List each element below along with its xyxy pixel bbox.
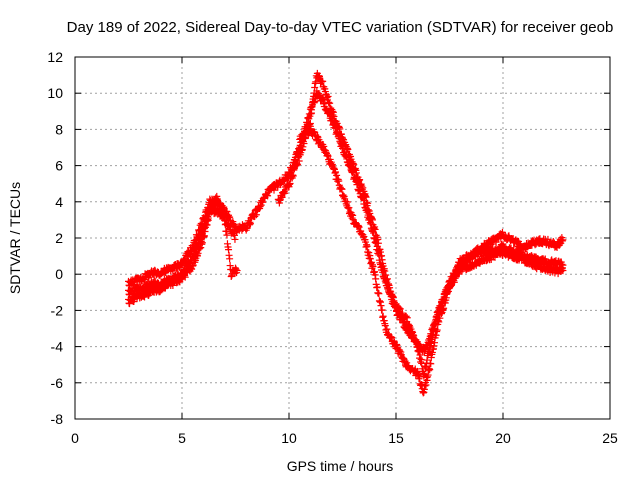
data-point — [233, 267, 241, 275]
data-point — [559, 236, 567, 244]
x-tick-label: 15 — [388, 430, 404, 446]
data-point — [440, 304, 448, 312]
y-tick-label: 8 — [55, 121, 63, 137]
y-tick-label: -8 — [51, 411, 64, 427]
grid — [75, 57, 610, 419]
series-track-b — [125, 69, 567, 380]
data-point — [378, 306, 386, 314]
data-point — [307, 109, 315, 117]
x-axis-label: GPS time / hours — [287, 458, 394, 474]
data-point — [289, 172, 297, 180]
data-point — [338, 185, 346, 193]
data-point — [294, 160, 302, 168]
y-tick-label: 6 — [55, 158, 63, 174]
data-point — [221, 221, 229, 229]
data-point — [226, 255, 234, 263]
data-point — [374, 239, 382, 247]
x-tick-label: 10 — [281, 430, 297, 446]
data-point — [426, 366, 434, 374]
chart-title: Day 189 of 2022, Sidereal Day-to-day VTE… — [67, 19, 614, 36]
y-tick-label: 4 — [55, 194, 63, 210]
data-point — [416, 351, 424, 359]
x-tick-label: 0 — [71, 430, 79, 446]
data-point — [324, 92, 332, 100]
data-point — [295, 157, 303, 165]
data-point — [427, 360, 435, 368]
y-tick-label: 0 — [55, 266, 63, 282]
y-tick-label: -4 — [51, 339, 64, 355]
y-tick-label: 10 — [47, 85, 63, 101]
data-point — [223, 231, 231, 239]
data-point — [312, 78, 320, 86]
data-point — [197, 244, 205, 252]
series-track-c — [125, 122, 567, 397]
data-point — [198, 239, 206, 247]
y-tick-label: 12 — [47, 49, 63, 65]
x-tick-label: 25 — [602, 430, 618, 446]
data-point — [264, 192, 272, 200]
data-point — [396, 305, 404, 313]
data-point — [403, 314, 411, 322]
data-point — [435, 318, 443, 326]
data-point — [309, 101, 317, 109]
x-tick-label: 20 — [495, 430, 511, 446]
data-points — [125, 69, 567, 397]
y-tick-label: 2 — [55, 230, 63, 246]
data-point — [281, 189, 289, 197]
data-point — [415, 348, 423, 356]
data-point — [181, 273, 189, 281]
y-tick-label: -2 — [51, 302, 64, 318]
data-point — [231, 235, 239, 243]
data-point — [559, 267, 567, 275]
data-point — [332, 168, 340, 176]
data-point — [326, 99, 334, 107]
data-point — [371, 225, 379, 233]
data-point — [416, 373, 424, 381]
y-tick-label: -6 — [51, 375, 64, 391]
series-track-a — [125, 87, 567, 356]
data-point — [436, 314, 444, 322]
y-axis-label: SDTVAR / TECUs — [7, 182, 23, 294]
data-point — [359, 184, 367, 192]
data-point — [422, 381, 430, 389]
data-point — [375, 290, 383, 298]
x-tick-label: 5 — [178, 430, 186, 446]
data-point — [364, 199, 372, 207]
